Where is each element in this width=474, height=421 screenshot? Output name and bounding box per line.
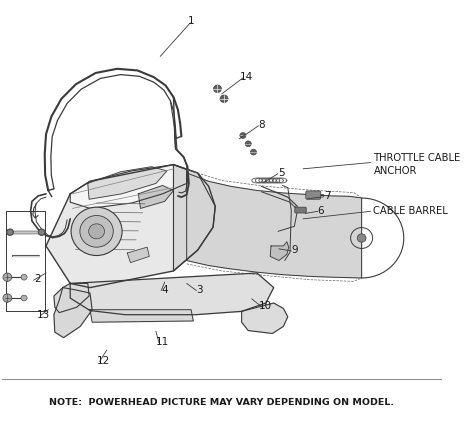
- Polygon shape: [70, 273, 273, 315]
- Circle shape: [7, 229, 13, 235]
- Polygon shape: [173, 165, 215, 271]
- Text: 1: 1: [188, 16, 194, 26]
- Circle shape: [89, 224, 104, 239]
- Text: NOTE:  POWERHEAD PICTURE MAY VARY DEPENDING ON MODEL.: NOTE: POWERHEAD PICTURE MAY VARY DEPENDI…: [49, 398, 394, 407]
- Polygon shape: [90, 310, 193, 322]
- Circle shape: [357, 234, 366, 242]
- Text: 11: 11: [156, 337, 169, 347]
- Text: 13: 13: [37, 310, 50, 320]
- Polygon shape: [187, 173, 362, 278]
- Text: 2: 2: [34, 274, 41, 284]
- Circle shape: [7, 229, 14, 235]
- Circle shape: [240, 133, 246, 139]
- Circle shape: [245, 141, 251, 147]
- Text: THROTTLE CABLE
ANCHOR: THROTTLE CABLE ANCHOR: [374, 153, 461, 176]
- Polygon shape: [270, 242, 289, 261]
- Circle shape: [71, 207, 122, 256]
- Circle shape: [80, 216, 113, 247]
- Circle shape: [21, 295, 27, 301]
- Text: 3: 3: [197, 285, 203, 295]
- Circle shape: [38, 229, 45, 235]
- Text: 4: 4: [161, 285, 168, 295]
- Polygon shape: [54, 283, 89, 313]
- Circle shape: [3, 294, 12, 302]
- Text: 14: 14: [239, 72, 253, 82]
- Text: 12: 12: [97, 356, 110, 365]
- Polygon shape: [242, 303, 288, 333]
- Polygon shape: [138, 186, 173, 208]
- Text: 8: 8: [258, 120, 264, 130]
- Text: 10: 10: [259, 301, 273, 312]
- Text: 6: 6: [318, 205, 324, 216]
- Circle shape: [3, 273, 12, 281]
- Polygon shape: [46, 165, 215, 288]
- Text: CABLE BARREL: CABLE BARREL: [374, 205, 448, 216]
- Circle shape: [38, 229, 45, 235]
- Polygon shape: [54, 288, 92, 338]
- Text: 9: 9: [291, 245, 298, 255]
- Text: 7: 7: [324, 191, 331, 201]
- Polygon shape: [70, 165, 187, 208]
- Text: 5: 5: [278, 168, 284, 178]
- FancyBboxPatch shape: [306, 191, 321, 199]
- Polygon shape: [128, 247, 149, 263]
- Circle shape: [220, 95, 228, 103]
- Circle shape: [21, 274, 27, 280]
- Circle shape: [213, 85, 221, 93]
- Polygon shape: [88, 167, 167, 199]
- FancyBboxPatch shape: [295, 207, 306, 213]
- Circle shape: [250, 149, 256, 155]
